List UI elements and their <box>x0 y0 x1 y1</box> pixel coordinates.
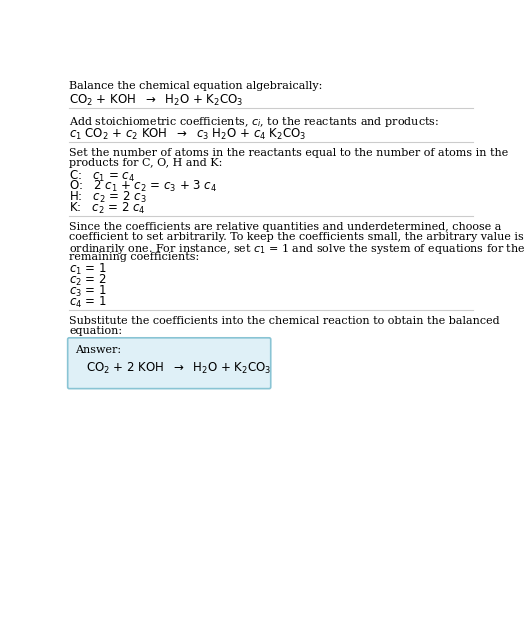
Text: $c_3$ = 1: $c_3$ = 1 <box>69 284 107 299</box>
Text: coefficient to set arbitrarily. To keep the coefficients small, the arbitrary va: coefficient to set arbitrarily. To keep … <box>69 233 524 242</box>
Text: remaining coefficients:: remaining coefficients: <box>69 252 199 262</box>
Text: C:   $c_1$ = $c_4$: C: $c_1$ = $c_4$ <box>69 169 135 184</box>
Text: $\mathrm{CO_2}$ + KOH  $\rightarrow$  $\mathrm{H_2O}$ + $\mathrm{K_2CO_3}$: $\mathrm{CO_2}$ + KOH $\rightarrow$ $\ma… <box>69 93 243 108</box>
Text: ordinarily one. For instance, set $c_1$ = 1 and solve the system of equations fo: ordinarily one. For instance, set $c_1$ … <box>69 242 526 256</box>
Text: K:   $c_2$ = 2 $c_4$: K: $c_2$ = 2 $c_4$ <box>69 201 146 216</box>
Text: equation:: equation: <box>69 326 122 336</box>
Text: $c_1$ $\mathrm{CO_2}$ + $c_2$ KOH  $\rightarrow$  $c_3$ $\mathrm{H_2O}$ + $c_4$ : $c_1$ $\mathrm{CO_2}$ + $c_2$ KOH $\righ… <box>69 127 307 142</box>
Text: Set the number of atoms in the reactants equal to the number of atoms in the: Set the number of atoms in the reactants… <box>69 149 508 159</box>
Text: $c_1$ = 1: $c_1$ = 1 <box>69 262 107 278</box>
Text: products for C, O, H and K:: products for C, O, H and K: <box>69 159 223 169</box>
Text: $c_2$ = 2: $c_2$ = 2 <box>69 273 107 288</box>
Text: Balance the chemical equation algebraically:: Balance the chemical equation algebraica… <box>69 81 323 91</box>
FancyBboxPatch shape <box>68 338 271 389</box>
Text: Since the coefficients are relative quantities and underdetermined, choose a: Since the coefficients are relative quan… <box>69 223 501 233</box>
Text: Add stoichiometric coefficients, $c_i$, to the reactants and products:: Add stoichiometric coefficients, $c_i$, … <box>69 115 439 129</box>
Text: $\mathrm{CO_2}$ + 2 KOH  $\rightarrow$  $\mathrm{H_2O}$ + $\mathrm{K_2CO_3}$: $\mathrm{CO_2}$ + 2 KOH $\rightarrow$ $\… <box>86 361 272 376</box>
Text: Answer:: Answer: <box>75 345 121 355</box>
Text: H:   $c_2$ = 2 $c_3$: H: $c_2$ = 2 $c_3$ <box>69 190 147 205</box>
Text: Substitute the coefficients into the chemical reaction to obtain the balanced: Substitute the coefficients into the che… <box>69 316 500 326</box>
Text: O:   2 $c_1$ + $c_2$ = $c_3$ + 3 $c_4$: O: 2 $c_1$ + $c_2$ = $c_3$ + 3 $c_4$ <box>69 179 217 194</box>
Text: $c_4$ = 1: $c_4$ = 1 <box>69 295 107 310</box>
